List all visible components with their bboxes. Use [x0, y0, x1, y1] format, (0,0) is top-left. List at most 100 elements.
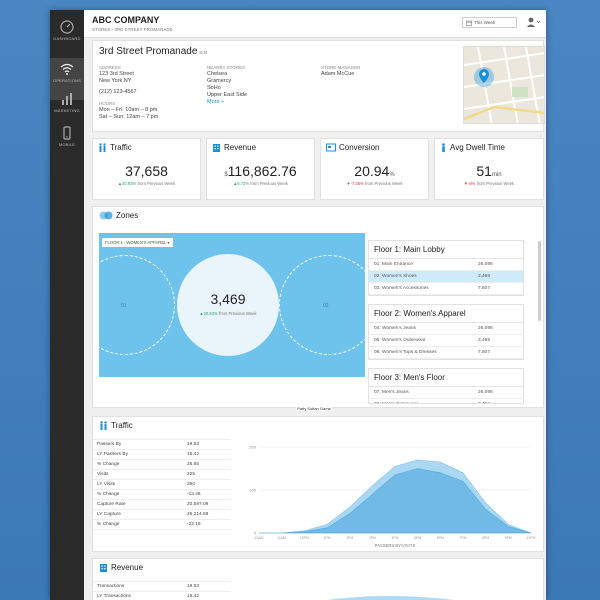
stat-row: Capture Rate 20,597.09 [93, 500, 231, 510]
zone-row-selected[interactable]: 02: Women's Shoes 3,469 [369, 271, 523, 283]
zone-circle-selected[interactable] [177, 254, 279, 356]
stat-row: % Change 26.65 [93, 460, 231, 470]
stat-label: Passers By [97, 442, 122, 447]
kpi-number: 116,862.76 [227, 163, 297, 179]
kpi-card-dwell-time[interactable]: Avg Dwell Time 51min ▼-8% from Previous … [434, 138, 544, 200]
nearby-label: NEARBY STORES [207, 65, 246, 70]
zone-row-name: 01: Main Entrance [374, 262, 413, 267]
kpi-change: ▲20.93% from Previous Week [93, 181, 200, 186]
sidebar-item-marketing[interactable]: MARKETING [50, 88, 84, 130]
zone-change-label: from Previous Week [218, 311, 257, 316]
zone-circle-left[interactable] [99, 255, 175, 355]
stat-label: Visits [97, 472, 109, 477]
zone-row[interactable]: 01: Main Entrance 26,098 [369, 259, 523, 271]
zone-map[interactable]: FLOOR 1 : WOMEN'S APPAREL ▾ 01 02 3,469 … [99, 233, 365, 377]
hours-line: Sat – Sun: 12am – 7 pm [99, 114, 159, 120]
address-line: 123 3rd Street [99, 71, 134, 77]
kpi-change: ▼-8% from Previous Week [435, 181, 543, 186]
zone-scrollbar[interactable] [538, 241, 541, 321]
zone-row[interactable]: 05: Women's Outerwear 3,469 [369, 335, 523, 347]
zone-row[interactable]: 03: Women's Accessories 7,607 [369, 283, 523, 295]
address-label: ADDRESS [99, 65, 121, 70]
revenue-title: Revenue [99, 563, 143, 572]
y-tick-label: 100 [249, 488, 256, 493]
kpi-title: Revenue [212, 143, 256, 152]
stat-value: 15.42 [187, 594, 200, 599]
floor-select[interactable]: FLOOR 1 : WOMEN'S APPAREL ▾ [102, 238, 173, 247]
zone-row[interactable]: 04: Women's Jeans 26,098 [369, 323, 523, 335]
kpi-label: Revenue [224, 143, 257, 152]
zone-row-value: 7,607 [478, 286, 491, 291]
kpi-change-value: ▼-7.35% [346, 181, 364, 186]
calendar-icon [466, 20, 472, 26]
floor-3-list: Floor 3: Men's Floor 07: Men's Jeans 26,0… [368, 368, 524, 404]
nearby-store-link[interactable]: Upper East Side [207, 92, 248, 98]
traffic-stats: Passers By 19.53 LY Passers By 15.42 % Cha… [93, 439, 231, 530]
store-map[interactable] [463, 46, 545, 124]
kpi-title: Conversion [326, 143, 379, 152]
zone-row-name: 08: Men's Outerwear [374, 402, 418, 403]
x-axis-label: PASSERS BY/VISITS [375, 543, 416, 548]
kpi-label: Traffic [110, 143, 132, 152]
zone-row-name: 06: Women's Tops & Dresses [374, 350, 437, 355]
sidebar-item-dashboard[interactable]: DASHBOARD [50, 16, 84, 58]
sidebar-label: OPERATIONS [53, 78, 81, 83]
revenue-chart-preview [326, 596, 454, 600]
week-selector[interactable]: This Week [462, 17, 517, 28]
user-menu[interactable] [526, 17, 541, 29]
edit-link[interactable]: Edit [199, 50, 208, 55]
breadcrumb[interactable]: STORES › 3RD STREET PROMANADE [92, 27, 173, 32]
revenue-stats: Transactions 19.53 LY Transactions 15.42 [93, 581, 231, 600]
stat-row: % Change -13.46 [93, 490, 231, 500]
kpi-change: ▲8.72% from Previous Week [207, 181, 314, 186]
nearby-store-link[interactable]: Gramercy [207, 78, 232, 84]
kpi-unit: min [491, 172, 502, 178]
week-label: This Week [474, 20, 496, 25]
kpi-change-value: ▲20.93% [117, 181, 137, 186]
stat-label: % Change [97, 462, 120, 467]
stat-label: LY Visits [97, 482, 116, 487]
kpi-card-conversion[interactable]: Conversion 20.94% ▼-7.35% from Previous … [320, 138, 429, 200]
series-area [259, 468, 532, 534]
stat-value: 15.42 [187, 452, 200, 457]
y-tick-label: 0 [254, 531, 257, 536]
zone-row-name: 04: Women's Jeans [374, 326, 416, 331]
nearby-store-link[interactable]: Chelsea [207, 71, 228, 77]
kpi-value: 20.94% [321, 163, 428, 179]
traffic-card: Traffic Passers By 19.53 LY Passers By 15.… [92, 416, 544, 552]
bar-chart-icon [62, 93, 72, 105]
address-block: ADDRESS 123 3rd Street New York NY (212)… [99, 64, 158, 121]
zone-row[interactable]: 08: Men's Outerwear 3,469 [369, 399, 523, 403]
stat-value: 225 [187, 472, 196, 477]
kpi-change-value: ▼-8% [463, 181, 476, 186]
stat-row: Passers By 19.53 [93, 440, 231, 450]
zone-row[interactable]: 07: Men's Jeans 26,098 [369, 387, 523, 399]
zone-label: 02 [323, 303, 329, 309]
kpi-change-label: from Previous Week [476, 181, 515, 186]
sidebar-item-operations[interactable]: OPERATIONS [50, 58, 84, 100]
stat-value: 26,214.69 [187, 512, 209, 517]
kpi-card-traffic[interactable]: Traffic 37,658 ▲20.93% from Previous Wee… [92, 138, 201, 200]
zones-icon [99, 211, 113, 220]
game-tag: Patty Soltan Game [296, 406, 332, 411]
kpi-card-revenue[interactable]: Revenue $116,862.76 ▲8.72% from Previous… [206, 138, 315, 200]
manager-label: STORE MANAGER [321, 65, 361, 70]
zone-row-value: 7,607 [478, 350, 491, 355]
x-tick-label: 7PM [460, 536, 467, 540]
x-tick-label: 9PM [505, 536, 512, 540]
nearby-stores-block: NEARBY STORES Chelsea Gramercy SoHo Uppe… [207, 64, 247, 106]
stat-row: LY Capture 26,214.69 [93, 510, 231, 520]
kpi-title: Traffic [98, 143, 132, 152]
kpi-change-value: ▲8.72% [233, 181, 250, 186]
more-link[interactable]: More » [207, 99, 225, 105]
nearby-store-link[interactable]: SoHo [207, 85, 221, 91]
kpi-value: 37,658 [93, 163, 200, 179]
manager-name: Adam McCue [321, 71, 355, 77]
register-icon [326, 143, 336, 152]
zone-row[interactable]: 06: Women's Tops & Dresses 7,607 [369, 347, 523, 359]
zone-row-name: 03: Women's Accessories [374, 286, 429, 291]
dashboard-icon [60, 20, 74, 34]
sidebar-item-mobile[interactable]: MOBILE [50, 122, 84, 164]
zone-circle-right[interactable] [279, 255, 365, 355]
